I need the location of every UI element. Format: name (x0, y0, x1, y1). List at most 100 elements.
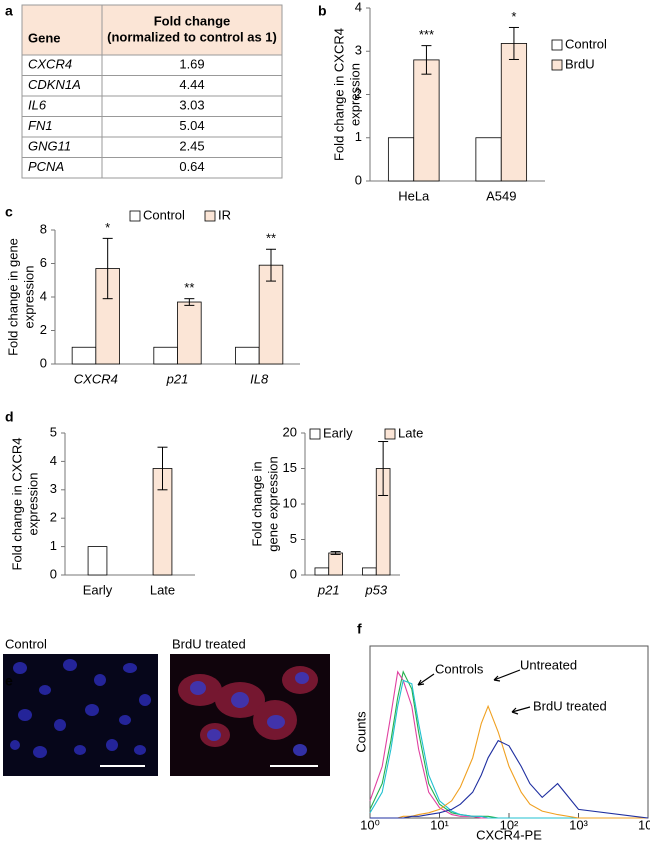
significance: * (105, 220, 110, 235)
panel-label: a (5, 3, 13, 19)
x-tick-label: IL8 (250, 371, 269, 386)
table-row (21, 116, 283, 138)
panel-label: f (357, 621, 362, 637)
panel-label: b (318, 3, 327, 19)
micrograph-brdu (170, 654, 330, 776)
annotation: BrdU treated (533, 698, 607, 713)
fold-change: 4.44 (179, 77, 204, 92)
bar (413, 59, 440, 182)
histogram-curve (370, 739, 649, 819)
y-axis-label: Fold change in CXCR4 (331, 28, 346, 161)
x-tick-label: 10⁰ (360, 817, 380, 832)
y-tick-label: 4 (50, 453, 57, 468)
y-tick-label: 3 (355, 43, 362, 58)
gene-name: IL6 (28, 98, 47, 113)
bar (153, 346, 178, 365)
y-tick-label: 3 (50, 481, 57, 496)
gene-name: CXCR4 (28, 57, 72, 72)
y-axis-label: expression (25, 473, 40, 536)
y-tick-label: 2 (355, 86, 362, 101)
y-axis-label: Fold change in CXCR4 (9, 438, 24, 571)
plot-frame (369, 645, 649, 819)
bar (328, 552, 343, 576)
y-tick-label: 0 (290, 566, 297, 581)
y-tick-label: 4 (40, 288, 47, 303)
y-tick-label: 0 (355, 172, 362, 187)
panel-label: c (5, 204, 13, 220)
bar (362, 567, 377, 576)
significance: * (511, 9, 516, 24)
gene-name: GNG11 (28, 139, 71, 154)
y-tick-label: 20 (283, 424, 297, 439)
y-axis-label: Counts (353, 711, 368, 753)
table-header-bg (21, 4, 283, 56)
x-tick-label: p21 (317, 582, 340, 597)
fold-change: 1.69 (179, 57, 204, 72)
legend-label: Late (398, 425, 423, 440)
x-tick-label: CXCR4 (74, 371, 118, 386)
y-tick-label: 1 (355, 129, 362, 144)
legend-swatch (129, 210, 141, 222)
x-tick-label: 10⁴ (638, 817, 650, 832)
bar (71, 346, 97, 365)
y-axis-label: expression (21, 266, 36, 329)
image-label: Control (5, 636, 47, 651)
legend-label: IR (218, 207, 231, 222)
bar (500, 43, 528, 182)
y-tick-label: 10 (283, 495, 297, 510)
bar (177, 301, 202, 365)
fold-change: 0.64 (179, 159, 204, 174)
y-tick-label: 8 (40, 221, 47, 236)
panel-label: d (5, 409, 14, 425)
bar (314, 567, 330, 576)
x-tick-label: 10¹ (430, 817, 449, 832)
gene-name: FN1 (28, 118, 53, 133)
legend-label: Control (143, 207, 185, 222)
x-tick-label: Early (83, 582, 113, 597)
significance: *** (419, 27, 434, 42)
histogram-curve (369, 679, 648, 819)
legend-swatch (204, 210, 216, 222)
arrows (417, 669, 531, 715)
gene-name: CDKN1A (28, 77, 81, 92)
significance: ** (184, 280, 194, 295)
legend-swatch (551, 39, 563, 51)
y-tick-label: 0 (50, 566, 57, 581)
legend-label: Early (323, 425, 353, 440)
x-tick-label: p21 (166, 371, 189, 386)
image-label: BrdU treated (172, 636, 246, 651)
y-tick-label: 5 (50, 424, 57, 439)
annotation: Untreated (520, 657, 577, 672)
y-tick-label: 0 (40, 355, 47, 370)
significance: ** (266, 231, 276, 246)
bar (235, 346, 260, 365)
x-tick-label: A549 (486, 188, 516, 203)
fold-change: 5.04 (179, 118, 204, 133)
y-tick-label: 2 (50, 510, 57, 525)
bar (475, 137, 502, 182)
legend-label: BrdU (565, 56, 595, 71)
legend-swatch (384, 428, 396, 440)
table-row (21, 157, 283, 179)
x-tick-label: Late (150, 582, 175, 597)
y-tick-label: 2 (40, 322, 47, 337)
y-tick-label: 5 (290, 531, 297, 546)
y-axis-label: Fold change in gene (5, 238, 20, 356)
y-axis-label: gene expression (265, 456, 280, 551)
x-tick-label: HeLa (398, 188, 430, 203)
histogram-curve (369, 670, 648, 819)
legend-label: Control (565, 36, 607, 51)
x-tick-label: 10³ (569, 817, 588, 832)
bar (387, 137, 415, 182)
y-tick-label: 15 (283, 460, 297, 475)
x-axis-label: CXCR4-PE (476, 827, 542, 842)
annotation: Controls (435, 661, 484, 676)
fold-change: 2.45 (179, 139, 204, 154)
table-header: Fold change (154, 13, 231, 28)
x-tick-label: p53 (364, 582, 387, 597)
y-tick-label: 6 (40, 255, 47, 270)
table-header: (normalized to control as 1) (107, 29, 277, 44)
table-header: Gene (28, 30, 61, 45)
y-axis-label: expression (347, 63, 362, 126)
